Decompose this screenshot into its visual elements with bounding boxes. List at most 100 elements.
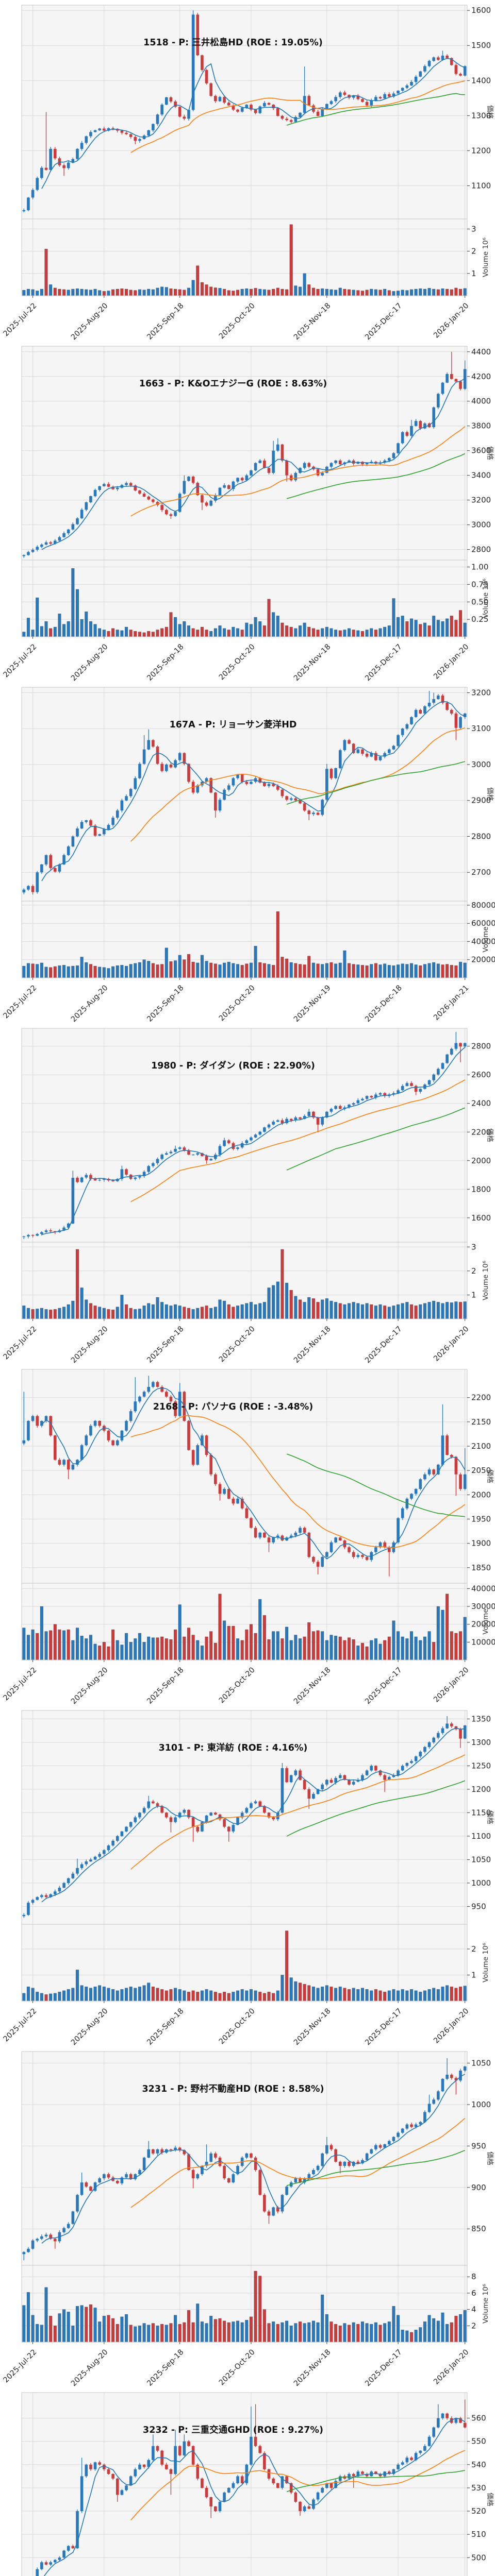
moving-averages [41, 1727, 466, 1903]
date-tick-label: 2025-Dec-17 [364, 1666, 404, 1705]
plot-background [22, 2052, 467, 2342]
volume-tick-label: 2 [471, 1944, 476, 1954]
price-tick-label: 550 [471, 2437, 486, 2446]
chart-title: 167A - P: リョーサン菱洋HD [170, 719, 297, 730]
moving-averages [41, 378, 466, 550]
volume-axis-ticks: 1 2 3 [467, 1242, 476, 1299]
date-tick-label: 2025-Oct-20 [218, 643, 257, 682]
date-tick-label: 2025-Jul-22 [2, 2348, 39, 2385]
moving-averages [41, 1387, 466, 1560]
price-axis-ticks: 1850 1900 1950 2000 2050 2100 2150 2200 [467, 1393, 491, 1572]
price-tick-label: 1800 [471, 1184, 491, 1194]
price-axis-label: 価格 [486, 1128, 494, 1143]
volume-tick-label: 4 [471, 2305, 476, 2314]
ma-line-60 [286, 2470, 465, 2493]
price-tick-label: 1100 [471, 1832, 491, 1841]
ma-line-60 [286, 761, 465, 805]
volume-tick-label: 200000 [471, 955, 495, 964]
plot-background [22, 1369, 467, 1660]
ma-line-25 [130, 727, 465, 842]
date-tick-label: 2025-Sep-18 [145, 2348, 185, 2387]
ma-line-60 [286, 453, 466, 499]
date-tick-label: 2025-Aug-20 [70, 984, 110, 1023]
moving-averages [41, 2074, 466, 2244]
price-tick-label: 2200 [471, 1393, 491, 1402]
price-tick-label: 540 [471, 2460, 486, 2469]
price-axis-label: 価格 [486, 105, 494, 120]
gridlines [22, 1028, 467, 1319]
chart-title: 3232 - P: 三重交通GHD (ROE : 9.27%) [143, 2425, 323, 2435]
price-axis-label: 価格 [486, 787, 494, 802]
ma-line-5 [41, 58, 466, 189]
price-tick-label: 2900 [471, 796, 491, 805]
date-tick-label: 2025-Jul-22 [2, 984, 39, 1021]
ma-line-5 [41, 1727, 465, 1903]
gridlines [22, 2393, 467, 2576]
candles [22, 690, 467, 895]
plot-background [22, 346, 467, 637]
ma-line-5 [41, 1047, 466, 1235]
date-tick-label: 2025-Jul-22 [2, 2007, 39, 2044]
price-tick-label: 510 [471, 2530, 486, 2539]
price-tick-label: 520 [471, 2506, 486, 2516]
price-tick-label: 1300 [471, 111, 491, 120]
volume-axis-label: Volume 10⁶ [482, 1261, 490, 1300]
date-tick-label: 2025-Sep-18 [145, 2007, 185, 2046]
volume-axis-label: Volume [482, 926, 490, 952]
volume-axis-ticks: 2 4 6 8 [467, 2272, 476, 2330]
date-tick-label: 2025-Nov-18 [292, 2007, 333, 2046]
ma-line-5 [43, 2417, 466, 2576]
date-tick-label: 2026-Jan-20 [432, 302, 470, 340]
ma-line-25 [130, 1415, 466, 1548]
price-axis-ticks: 2800 3000 3200 3400 3600 3800 4000 4200 4400 [467, 347, 491, 554]
volume-axis-label: Volume [482, 1608, 490, 1634]
price-tick-label: 2000 [471, 1490, 491, 1499]
price-tick-label: 2800 [471, 832, 491, 841]
volume-tick-label: 100000 [471, 1637, 495, 1647]
date-tick-label: 2025-Nov-18 [292, 2348, 333, 2387]
ma-line-5 [41, 378, 466, 550]
price-tick-label: 3200 [471, 496, 491, 505]
moving-averages [41, 1047, 466, 1235]
price-tick-label: 3600 [471, 446, 491, 455]
volume-tick-label: 1 [471, 1970, 476, 1979]
volume-tick-label: 0.75 [471, 580, 488, 589]
price-tick-label: 2800 [471, 545, 491, 554]
price-tick-label: 560 [471, 2414, 486, 2423]
date-tick-label: 2025-Sep-18 [145, 1666, 185, 1705]
price-tick-label: 1000 [471, 2100, 491, 2109]
volume-axis-ticks: 1 2 3 [467, 224, 476, 278]
price-tick-label: 1900 [471, 1539, 491, 1548]
chart-title: 1518 - P: 三井松島HD (ROE : 19.05%) [143, 37, 323, 48]
price-axis-label: 価格 [486, 1810, 494, 1825]
volume-tick-label: 400000 [471, 937, 495, 946]
price-tick-label: 4200 [471, 372, 491, 381]
price-axis-label: 価格 [486, 446, 494, 461]
date-tick-label: 2025-Dec-17 [364, 302, 404, 341]
candlestick-volume-figure: 850 900 950 1000 1050 2 4 6 8 2025-Jul-22 2025-Aug… [2, 2051, 494, 2388]
volume-tick-label: 400000 [471, 1584, 495, 1593]
price-tick-label: 2000 [471, 1156, 491, 1165]
price-tick-label: 1300 [471, 1738, 491, 1747]
price-axis-ticks: 850 900 950 1000 1050 [467, 2059, 491, 2233]
gridlines [22, 1710, 467, 2001]
candles [22, 1716, 467, 1918]
price-tick-label: 2050 [471, 1466, 491, 1475]
volume-tick-label: 1 [471, 269, 476, 278]
plot-border [21, 687, 468, 978]
volume-bars [22, 1930, 467, 2002]
plot-border [21, 2051, 468, 2343]
date-axis: 2025-Jul-22 2025-Aug-20 2025-Sep-18 2025-Oc… [2, 296, 471, 342]
plot-border [21, 2392, 468, 2576]
candles [22, 1376, 467, 1577]
price-tick-label: 2800 [471, 1042, 491, 1051]
price-tick-label: 950 [471, 2141, 486, 2150]
price-tick-label: 1250 [471, 1761, 491, 1770]
ma-line-60 [286, 2150, 465, 2186]
date-tick-label: 2025-Jul-22 [2, 302, 39, 338]
date-tick-label: 2025-Sep-18 [145, 984, 185, 1023]
volume-axis-label: Volume 10⁶ [482, 2284, 490, 2324]
stock-chart-167A: 2700 2800 2900 3000 3100 3200 200000 400000 6000… [0, 682, 495, 1024]
price-axis-ticks: 2700 2800 2900 3000 3100 3200 [467, 688, 491, 877]
price-tick-label: 530 [471, 2483, 486, 2493]
